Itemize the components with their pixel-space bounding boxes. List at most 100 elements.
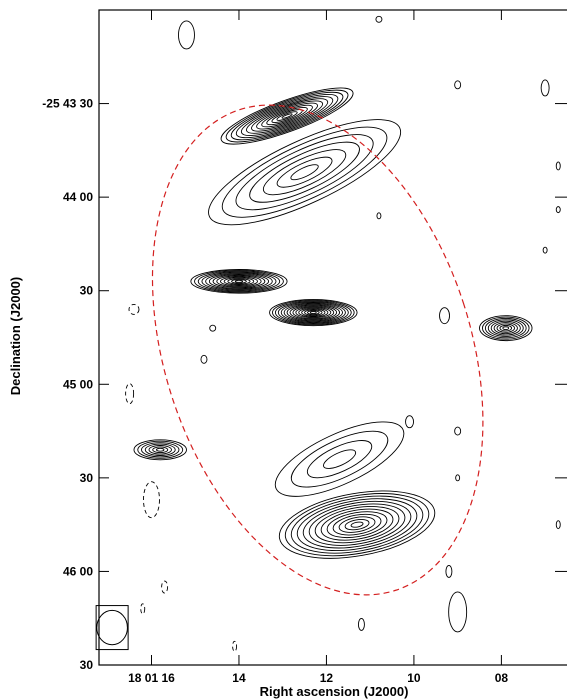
y-tick-label: 45 00 — [63, 377, 93, 391]
south-lobe-contour — [350, 521, 364, 528]
west-source-contour — [487, 319, 524, 337]
beam-layer — [95, 605, 129, 651]
south-lobe-contour — [338, 516, 376, 533]
core-contour — [274, 300, 352, 325]
east-knot-contour — [194, 269, 284, 293]
core-contour — [301, 308, 326, 317]
east-knot-contour — [223, 277, 255, 286]
southeast-source-contour — [137, 440, 184, 459]
east-knot-contour — [208, 273, 270, 290]
south-lobe-contour — [320, 508, 394, 541]
east-knot-contour — [220, 276, 258, 287]
east-knot-contour — [197, 270, 281, 292]
core-contour — [298, 307, 329, 318]
noise-contour — [200, 354, 208, 364]
north-lobe-contour — [251, 100, 324, 132]
negative-contour — [143, 481, 160, 519]
east-knot-contour — [216, 275, 262, 288]
ridge-upper-contour — [235, 134, 374, 211]
x-tick-label: 12 — [320, 671, 334, 685]
core-contour — [277, 301, 349, 324]
y-tick-label: 30 — [80, 658, 94, 672]
southern-tail-contour — [274, 421, 405, 497]
north-lobe-contour — [276, 111, 298, 121]
southern-tail-contour — [306, 440, 373, 479]
north-lobe-contour — [266, 106, 308, 126]
noise-contour — [454, 426, 462, 436]
north-lobe-contour — [240, 96, 334, 136]
core-contour — [272, 299, 355, 326]
core-contour — [307, 310, 320, 315]
ridge-upper-contour — [276, 156, 333, 188]
west-source-contour — [490, 320, 521, 336]
noise-contour — [540, 79, 550, 97]
noise-contour — [555, 206, 561, 214]
y-tick-label: 44 00 — [63, 190, 93, 204]
southeast-source-contour — [133, 439, 187, 461]
south-lobe-contour — [314, 506, 400, 544]
west-source-contour — [484, 317, 527, 339]
noise-contour — [448, 591, 468, 633]
west-source-contour — [502, 326, 510, 330]
x-tick-label: 18 01 16 — [128, 671, 175, 685]
north-lobe-contour — [230, 91, 344, 141]
core-contour — [280, 302, 346, 323]
southeast-source-contour — [156, 447, 165, 452]
south-lobe-contour — [332, 513, 382, 536]
south-lobe-contour — [284, 493, 430, 557]
ridge-upper-contour — [262, 149, 347, 196]
negative-contour — [140, 603, 146, 615]
noise-contour — [209, 324, 217, 332]
east-knot-contour — [212, 274, 266, 289]
south-lobe-contour — [344, 519, 370, 531]
south-lobe-contour — [278, 490, 436, 559]
x-tick-label: 14 — [232, 671, 246, 685]
core-contour — [304, 309, 323, 316]
west-source-contour — [496, 323, 515, 333]
core-contour — [289, 305, 338, 320]
noise-contour — [178, 20, 195, 50]
noise-contour — [555, 520, 561, 530]
east-knot-contour — [205, 272, 273, 291]
x-tick-label: 08 — [495, 671, 509, 685]
noise-contour — [405, 415, 414, 429]
southern-tail-contour — [290, 430, 389, 488]
y-tick-label: 30 — [80, 471, 94, 485]
core-contour — [309, 311, 317, 314]
southeast-source-contour — [144, 443, 176, 456]
noise-contour — [375, 15, 383, 23]
noise-contour — [445, 564, 453, 578]
noise-contour — [455, 474, 461, 482]
southeast-source-contour — [141, 442, 180, 458]
south-lobe-contour — [290, 495, 424, 554]
east-knot-contour — [234, 279, 244, 283]
east-knot-contour — [190, 269, 288, 294]
extent-ellipse — [151, 104, 484, 596]
negative-contour — [161, 580, 169, 594]
core-contour — [286, 304, 341, 321]
west-source-contour — [481, 316, 530, 340]
south-lobe-contour — [326, 511, 388, 539]
tick-label-layer: 18 01 16 14 12 10 08 -25 43 30 44 00 30 45 00 30 4… — [42, 97, 508, 685]
west-source-contour — [493, 322, 518, 335]
noise-contour — [357, 618, 365, 631]
plot-frame — [98, 9, 567, 666]
north-lobe-contour — [261, 104, 313, 128]
southeast-source-contour — [152, 446, 169, 454]
noise-contour — [454, 80, 462, 90]
negative-contour — [232, 640, 238, 652]
beam-box — [95, 605, 129, 651]
north-lobe-contour — [225, 89, 349, 143]
east-knot-contour — [227, 278, 251, 285]
southern-tail-contour — [323, 449, 357, 469]
noise-contour — [542, 246, 548, 254]
south-lobe-contour — [302, 500, 412, 549]
north-lobe-contour — [256, 102, 318, 130]
y-tick-label: -25 43 30 — [42, 97, 93, 111]
west-source-contour — [479, 315, 533, 342]
plot-frame-box — [98, 9, 567, 666]
core-contour — [292, 305, 335, 320]
ridge-upper-contour — [249, 141, 360, 203]
beam-ellipse — [96, 609, 128, 646]
ellipse-layer — [151, 104, 484, 596]
